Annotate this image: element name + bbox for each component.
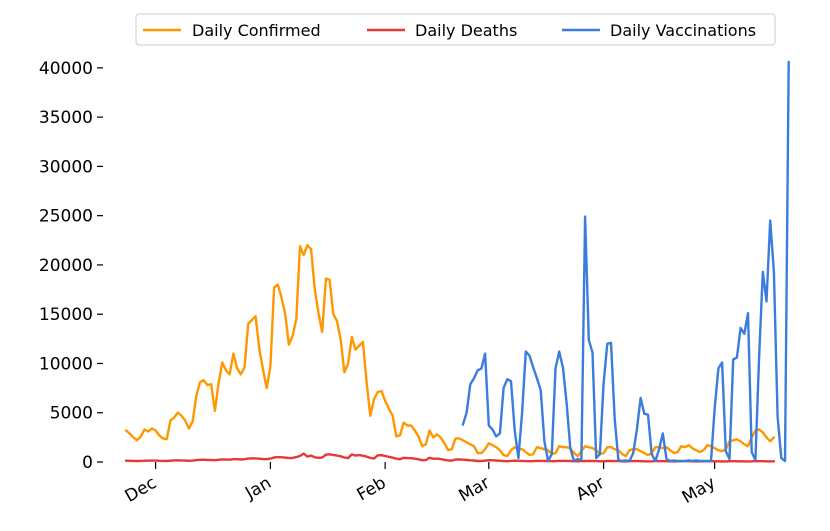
legend-label: Daily Confirmed (192, 21, 321, 40)
x-tick-label: Mar (456, 473, 494, 506)
series-layer (124, 60, 790, 463)
x-tick-label: Apr (573, 473, 608, 505)
y-tick-label: 15000 (39, 305, 93, 325)
y-tick-label: 20000 (39, 256, 93, 276)
x-tick-label: Feb (354, 473, 390, 505)
y-tick-label: 30000 (39, 157, 93, 177)
y-tick-label: 25000 (39, 207, 93, 227)
series-line-daily-confirmed (124, 243, 776, 458)
legend-label: Daily Deaths (415, 21, 517, 40)
legend-frame (135, 13, 776, 46)
y-tick-label: 0 (82, 453, 93, 473)
series-line-daily-vaccinations (461, 60, 790, 463)
legend-label: Daily Vaccinations (610, 21, 756, 40)
x-tick-label: Dec (122, 473, 160, 507)
y-tick-label: 10000 (39, 354, 93, 374)
x-tick-label: May (679, 473, 719, 508)
y-tick-label: 40000 (39, 59, 93, 79)
y-tick-label: 5000 (50, 404, 93, 424)
x-tick-label: Jan (241, 473, 275, 504)
y-axis: 0 5000 10000 15000 20000 25000 30000 35000 40000 (39, 59, 103, 473)
y-tick-label: 35000 (39, 108, 93, 128)
series-line-daily-deaths (124, 452, 776, 463)
x-axis: Dec Jan Feb Mar Apr May (122, 462, 719, 508)
legend: Daily Confirmed Daily Deaths Daily Vaccina… (135, 13, 776, 46)
